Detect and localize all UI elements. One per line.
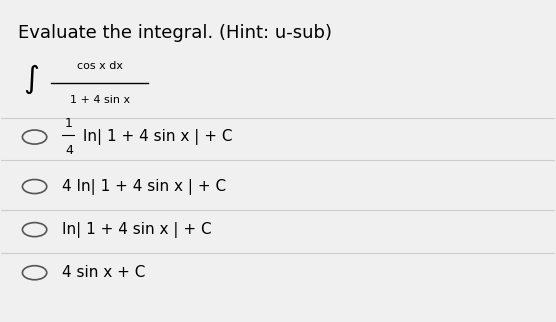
Text: 4 sin x + C: 4 sin x + C <box>62 265 146 280</box>
Text: 4: 4 <box>65 144 73 157</box>
Text: cos x dx: cos x dx <box>77 61 122 71</box>
Text: 4 In| 1 + 4 sin x | + C: 4 In| 1 + 4 sin x | + C <box>62 178 226 194</box>
Text: 1 + 4 sin x: 1 + 4 sin x <box>70 95 130 105</box>
Text: In| 1 + 4 sin x | + C: In| 1 + 4 sin x | + C <box>78 129 232 145</box>
Text: In| 1 + 4 sin x | + C: In| 1 + 4 sin x | + C <box>62 222 212 238</box>
Text: Evaluate the integral. (Hint: u-sub): Evaluate the integral. (Hint: u-sub) <box>18 24 332 42</box>
Text: 1: 1 <box>65 117 73 130</box>
Text: ∫: ∫ <box>23 65 39 94</box>
